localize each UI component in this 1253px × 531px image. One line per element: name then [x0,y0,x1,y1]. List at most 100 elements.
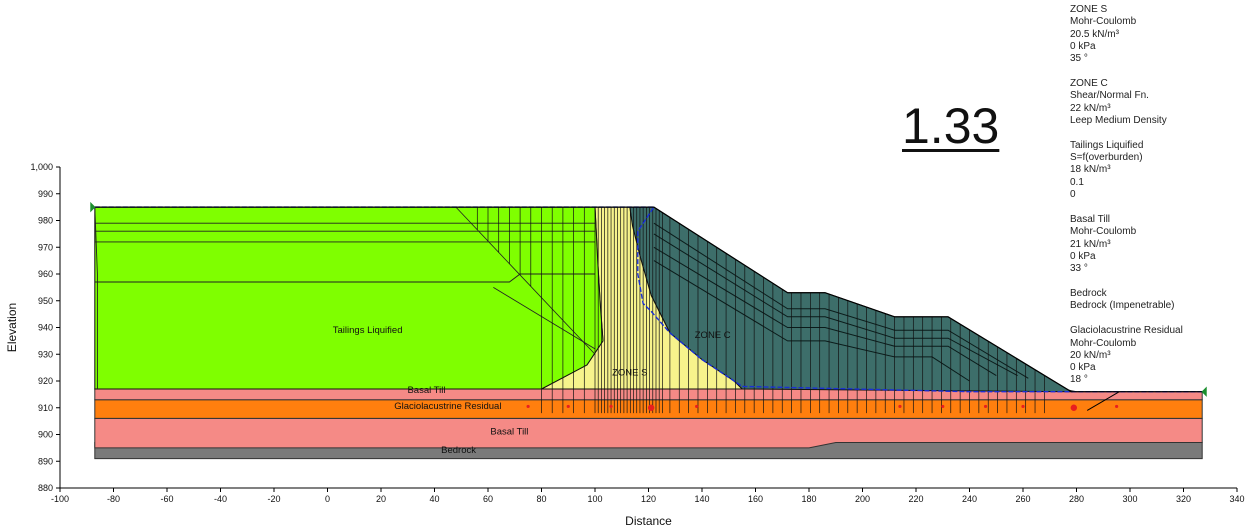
point-marker [695,404,699,409]
y-tick-label: 950 [38,296,53,306]
zone-c-layer-line [653,260,970,382]
x-tick-label: 20 [376,494,386,504]
slip-exit-line [1086,391,1120,411]
zone-c-layer-line [653,233,1018,377]
legend-line: Mohr-Coulomb [1070,337,1137,349]
x-tick-label: 180 [801,494,816,504]
y-tick-label: 1,000 [30,162,53,172]
y-tick-label: 940 [38,323,53,333]
legend-line: 0 [1070,189,1076,201]
legend-line: 0 kPa [1070,250,1096,262]
x-tick-label: 240 [962,494,977,504]
x-tick-label: -80 [107,494,120,504]
legend-line: 22 kN/m³ [1070,102,1111,114]
legend-line: Glaciolacustrine Residual [1070,325,1183,337]
region-label: Basal Till [407,385,445,396]
legend-line: Mohr-Coulomb [1070,226,1137,238]
ground-surface-line [94,206,1203,393]
legend-line: 20.5 kN/m³ [1070,28,1119,40]
point-marker [526,404,530,409]
x-tick-label: -20 [267,494,280,504]
x-tick-label: 220 [908,494,923,504]
y-tick-label: 980 [38,216,53,226]
y-axis-label: Elevation [5,303,19,352]
x-tick-label: -60 [160,494,173,504]
legend-line: 20 kN/m³ [1070,349,1111,361]
overlays [90,201,1207,411]
legend-block: Tailings Liquified S=f(overburden) 18 kN/m… [1070,140,1183,201]
legend-line: Bedrock [1070,288,1107,300]
y-tick-label: 970 [38,242,53,252]
legend-block: ZONE S Mohr-Coulomb 20.5 kN/m³ 0 kPa 35 ° [1070,4,1183,65]
slip-chord-line [493,287,596,350]
legend-line: 18 kN/m³ [1070,164,1111,176]
region-label: ZONE C [695,330,731,341]
x-tick-label: 280 [1069,494,1084,504]
region-label: ZONE S [612,368,647,379]
legend-line: 0 kPa [1070,40,1096,52]
legend-line: 21 kN/m³ [1070,238,1111,250]
y-tick-label: 900 [38,430,53,440]
y-tick-label: 910 [38,403,53,413]
region-label: Glaciolacustrine Residual [394,401,501,412]
legend-line: Shear/Normal Fn. [1070,90,1149,102]
x-tick-label: 140 [694,494,709,504]
region-label: Tailings Liquified [333,325,403,336]
x-tick-label: 0 [325,494,330,504]
slip-chord-line [455,206,596,355]
x-tick-label: 160 [748,494,763,504]
y-tick-label: 920 [38,376,53,386]
axes: -100 -80 -60 -40 -20 0 20 40 60 80 100 120 140 160 180… [5,162,1245,528]
legend-block: Basal Till Mohr-Coulomb 21 kN/m³ 0 kPa 33 ° [1070,214,1183,275]
factor-of-safety: 1.33 [902,98,1000,154]
x-tick-label: 100 [587,494,602,504]
legend-line: Mohr-Coulomb [1070,16,1137,28]
point-marker [1021,404,1025,409]
point-marker [1115,404,1119,409]
slice-lines [94,206,1045,414]
zone-c-layer-line [653,222,1029,379]
legend-line: ZONE S [1070,4,1108,15]
slip-endpoint-marker [647,404,655,411]
legend-line: ZONE C [1070,78,1108,90]
point-marker [609,404,613,409]
material-regions [94,206,1203,460]
region-label: Bedrock [441,445,476,456]
region-label: Basal Till [490,427,528,438]
legend-line: 0 kPa [1070,362,1096,374]
legend-line: 33 ° [1070,263,1088,275]
legend-block: Glaciolacustrine Residual Mohr-Coulomb 20 … [1070,325,1183,386]
x-tick-label: 260 [1015,494,1030,504]
legend-line: S=f(overburden) [1070,152,1143,164]
x-tick-label: 200 [855,494,870,504]
x-tick-label: -40 [214,494,227,504]
legend-line: 0.1 [1070,176,1084,188]
x-tick-label: 120 [641,494,656,504]
legend-line: Basal Till [1070,213,1111,225]
x-tick-label: 340 [1229,494,1244,504]
exit-marker [1201,386,1207,397]
legend-block: ZONE C Shear/Normal Fn. 22 kN/m³ Leep Mediu… [1070,78,1183,127]
legend-line: Bedrock (Impenetrable) [1070,300,1175,312]
y-tick-label: 990 [38,189,53,199]
material-legend: ZONE S Mohr-Coulomb 20.5 kN/m³ 0 kPa 35 ° ZON… [1070,4,1183,399]
point-marker [983,404,988,409]
slip-endpoint-marker [1070,404,1078,411]
x-tick-label: 60 [483,494,493,504]
legend-line: 35 ° [1070,53,1088,65]
legend-line: Leep Medium Density [1070,114,1167,126]
x-tick-label: 300 [1122,494,1137,504]
x-axis-label: Distance [625,514,672,528]
y-tick-label: 880 [38,483,53,493]
zone-c-layer-line [653,246,997,377]
y-tick-label: 890 [38,456,53,466]
piezometric-line [94,206,1203,393]
legend-block: Bedrock Bedrock (Impenetrable) [1070,288,1183,313]
point-marker [941,404,945,409]
x-tick-label: 40 [429,494,439,504]
legend-line: Tailings Liquified [1070,139,1144,151]
x-tick-label: 320 [1176,494,1191,504]
region-labels: Tailings Liquified ZONE C ZONE S Basal Till… [333,325,731,456]
entry-marker [90,201,96,213]
